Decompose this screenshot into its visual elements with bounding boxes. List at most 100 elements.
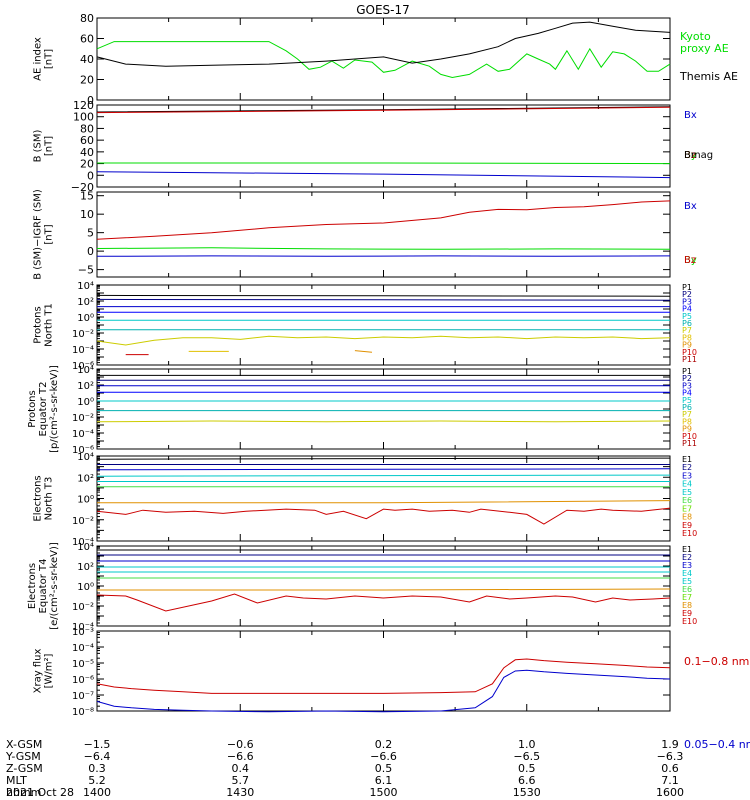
legend-entry: Kyoto [680,30,711,43]
y-axis-label-line: [nT] [44,49,55,69]
x-tick-value: 1500 [370,786,398,799]
panel-frame [96,368,671,450]
y-tick-label: 10⁴ [77,542,94,553]
legend-entry: E4 [682,480,692,489]
y-tick-label: 60 [80,33,94,46]
legend-entry: Bz [684,150,696,161]
y-axis-label: AE index[nT] [33,37,55,81]
series-line [96,457,671,460]
legend-entry: 0.1−0.8 nm [684,655,749,668]
y-tick-label: 10⁻⁴ [72,643,94,654]
legend-entry: P5 [682,396,692,405]
y-tick-label: 10⁻² [72,329,94,340]
y-tick-label: 10⁻³ [72,627,94,638]
series-line [97,588,671,591]
y-axis-label: ElectronsNorth T3 [33,475,55,521]
y-tick-label: 40 [80,53,94,66]
series-line [96,658,671,694]
legend-entry: E5 [682,577,692,586]
y-tick-label: 10⁰ [77,397,94,408]
y-tick-label: 100 [73,111,94,124]
legend-entry: P8 [682,417,692,426]
legend-entry: P4 [682,389,692,398]
legend-entry: proxy AE [680,42,729,55]
x-row-label: MLT [6,774,27,787]
legend-entry: Bmag [684,150,713,161]
legend-entry: E8 [682,513,692,522]
y-axis-label: ElectronsEquator T4[e/(cm²-s-sr-keV)] [27,542,60,630]
legend-entry: P8 [682,333,692,342]
legend-entry: P6 [682,319,692,328]
y-axis-label: ProtonsNorth T1 [33,303,55,347]
legend-entry: E10 [682,529,697,538]
x-tick-value: 0.5 [518,762,536,775]
y-tick-label: 10⁻⁷ [72,691,94,702]
x-tick-value: 0.6 [661,762,679,775]
legend-entry: P2 [682,374,692,383]
legend-entry: E8 [682,601,692,610]
legend-entry: E6 [682,585,692,594]
y-axis-label: ProtonsEquator T2[p/(cm²-s-sr-keV)] [27,365,60,453]
legend-entry: P7 [682,326,692,335]
series-line [96,420,671,423]
y-axis-label-line: Electrons [33,475,44,521]
legend-entry: 0.05−0.4 nm [684,738,750,751]
y-tick-label: 10⁻⁴ [72,537,94,548]
y-tick-label: 10⁴ [77,365,94,376]
y-tick-label: 10⁻² [72,413,94,424]
y-tick-label: 0 [87,169,94,182]
y-axis-label: B (SM)−IGRF (SM)[nT] [33,189,55,280]
x-tick-value: 0.5 [375,762,393,775]
y-tick-label: 120 [73,99,94,112]
y-axis-label-line: [W/m²] [44,653,55,688]
legend-entry: E9 [682,609,692,618]
legend-entry: E5 [682,488,692,497]
y-tick-label: 10⁻⁶ [72,675,94,686]
y-tick-label: 10⁻⁶ [72,445,94,456]
y-tick-label: 10⁴ [77,452,94,463]
series-line [96,294,671,297]
legend-entry: E4 [682,569,692,578]
series-line [96,468,671,471]
series-line [354,350,373,353]
panel-7: 10⁴ 10² 10⁰ 10⁻² 10⁻⁴ ElectronsEquator T4[e/(… [27,542,697,633]
panel-5: 10⁴ 10² 10⁰ 10⁻² 10⁻⁴ 10⁻⁶ ProtonsEquator T2[p… [27,365,697,456]
y-tick-label: 10⁻⁴ [72,345,94,356]
y-tick-label: 10⁻² [72,516,94,527]
legend-entry: P11 [682,439,697,448]
y-tick-label: 0 [87,245,94,258]
y-tick-label: 10⁻⁵ [72,659,94,670]
legend-entry: P10 [682,432,697,441]
y-axis-label-line: Protons [27,390,38,427]
series-line [96,247,671,250]
date-label: 2021 Oct 28 [6,786,74,799]
y-tick-label: 10⁻⁴ [72,429,94,440]
y-tick-label: 10⁰ [77,313,94,324]
series-line [96,474,671,477]
y-tick-label: 10² [77,473,94,484]
legend-entry: E1 [682,545,692,554]
series-line [96,200,671,240]
series-line [96,21,671,67]
legend-entry: By [684,255,697,266]
y-tick-label: −20 [71,181,94,194]
legend-entry: P3 [682,381,692,390]
legend-entry: P4 [682,305,692,314]
legend-entry: P7 [682,410,692,419]
y-axis-label-line: [nT] [44,224,55,244]
legend-entry: P3 [682,297,692,306]
x-tick-value: 6.1 [375,774,393,787]
y-axis-label-line: B (SM) [33,129,44,162]
x-row-label: Z-GSM [6,762,43,775]
y-axis-label-line: B (SM)−IGRF (SM) [33,189,44,280]
y-tick-label: 10² [77,297,94,308]
legend-entry: P6 [682,403,692,412]
x-tick-value: 1430 [226,786,254,799]
y-tick-label: 60 [80,134,94,147]
y-tick-label: 10⁻⁸ [72,707,94,718]
y-axis-label-line: North T3 [44,477,55,521]
y-axis-label-line: Protons [33,306,44,343]
panel-8: 10⁻³ 10⁻⁴ 10⁻⁵ 10⁻⁶ 10⁻⁷ 10⁻⁸ Xray flux[W/m²] 0… [33,627,750,751]
